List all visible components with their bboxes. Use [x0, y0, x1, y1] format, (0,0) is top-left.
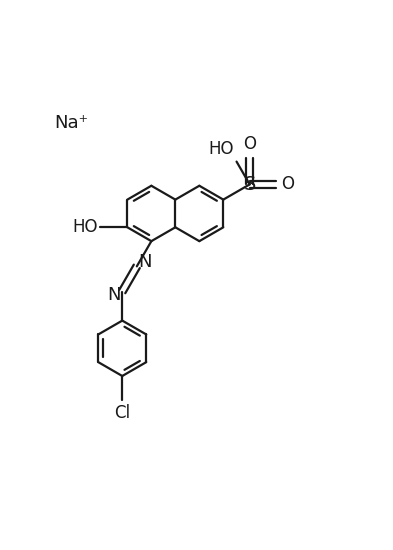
Text: S: S	[244, 175, 256, 194]
Text: O: O	[243, 135, 256, 153]
Text: HO: HO	[208, 140, 233, 158]
Text: HO: HO	[72, 218, 98, 236]
Text: N: N	[107, 287, 121, 304]
Text: Na⁺: Na⁺	[54, 114, 88, 132]
Text: O: O	[281, 175, 294, 194]
Text: Cl: Cl	[114, 404, 130, 422]
Text: N: N	[138, 254, 152, 272]
